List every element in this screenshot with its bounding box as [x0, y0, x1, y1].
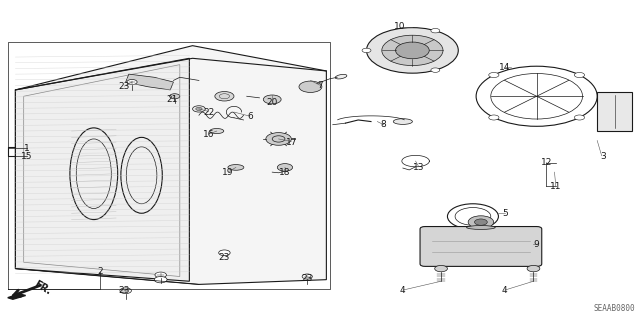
Circle shape — [435, 265, 447, 272]
Circle shape — [277, 164, 292, 171]
Text: SEAAB0800: SEAAB0800 — [594, 304, 636, 313]
Circle shape — [120, 288, 131, 293]
Circle shape — [127, 79, 137, 85]
Circle shape — [431, 28, 440, 33]
Text: 17: 17 — [285, 137, 297, 147]
Polygon shape — [125, 74, 173, 90]
Circle shape — [170, 94, 180, 99]
Circle shape — [367, 28, 458, 73]
Text: 23: 23 — [118, 82, 130, 91]
Circle shape — [302, 274, 312, 279]
Circle shape — [474, 219, 487, 225]
FancyBboxPatch shape — [420, 226, 541, 266]
Text: 4: 4 — [502, 286, 508, 295]
Circle shape — [219, 250, 230, 256]
Text: 7: 7 — [317, 81, 323, 90]
Polygon shape — [15, 58, 189, 281]
Text: 14: 14 — [499, 63, 511, 72]
Circle shape — [155, 272, 166, 278]
Ellipse shape — [467, 226, 495, 229]
Text: 9: 9 — [534, 241, 540, 249]
Text: 15: 15 — [21, 152, 33, 161]
Text: 23: 23 — [219, 253, 230, 262]
Circle shape — [154, 277, 167, 283]
Text: 6: 6 — [247, 112, 253, 121]
Circle shape — [574, 115, 584, 120]
Circle shape — [382, 35, 443, 66]
Circle shape — [431, 68, 440, 72]
Text: 8: 8 — [381, 120, 387, 129]
Circle shape — [263, 95, 281, 104]
Text: FR.: FR. — [32, 279, 52, 296]
Circle shape — [196, 107, 202, 110]
Ellipse shape — [335, 74, 347, 79]
Text: 18: 18 — [279, 168, 291, 177]
Text: 16: 16 — [203, 130, 214, 139]
Text: 21: 21 — [166, 95, 178, 104]
Ellipse shape — [394, 119, 412, 124]
Polygon shape — [15, 46, 326, 285]
Text: 1: 1 — [24, 144, 29, 153]
Text: 19: 19 — [222, 168, 234, 177]
Circle shape — [574, 72, 584, 78]
Circle shape — [193, 106, 205, 112]
Text: 23: 23 — [118, 286, 130, 295]
Circle shape — [362, 48, 371, 53]
Text: 12: 12 — [541, 158, 552, 167]
Circle shape — [468, 216, 493, 228]
Circle shape — [489, 72, 499, 78]
Polygon shape — [8, 294, 26, 299]
Circle shape — [266, 133, 291, 145]
Text: 4: 4 — [400, 286, 406, 295]
Text: 2: 2 — [97, 267, 103, 276]
Circle shape — [299, 81, 322, 93]
FancyBboxPatch shape — [597, 92, 632, 131]
Text: 3: 3 — [601, 152, 607, 161]
Ellipse shape — [210, 129, 224, 134]
Circle shape — [215, 92, 234, 101]
Circle shape — [396, 42, 429, 59]
Text: 5: 5 — [502, 209, 508, 218]
Text: 22: 22 — [203, 108, 214, 116]
Circle shape — [527, 265, 540, 272]
Text: 13: 13 — [413, 163, 424, 172]
Ellipse shape — [228, 165, 244, 170]
Text: 23: 23 — [301, 274, 313, 283]
Text: 11: 11 — [550, 182, 561, 191]
Circle shape — [489, 115, 499, 120]
Text: 10: 10 — [394, 22, 405, 31]
Text: 20: 20 — [266, 98, 278, 107]
